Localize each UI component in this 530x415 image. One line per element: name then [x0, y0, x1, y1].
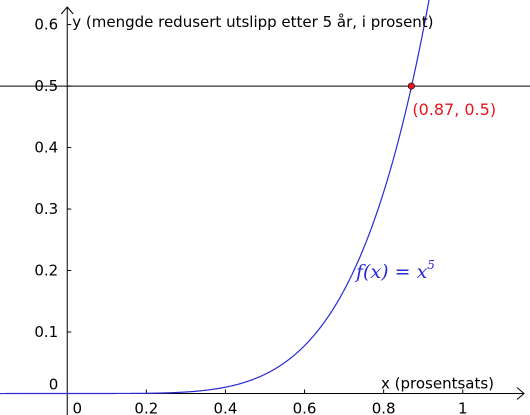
- x-axis-label: x (prosentsats): [381, 374, 494, 392]
- y-tick-label: 0.3: [34, 200, 58, 218]
- y-tick-label: 0: [49, 375, 59, 393]
- x-tick-label: 0.2: [134, 399, 158, 415]
- function-curve: [0, 0, 430, 395]
- x-tick-label: 0.6: [293, 399, 317, 415]
- axes: [0, 6, 525, 415]
- intersection-point-label: (0.87, 0.5): [412, 100, 496, 119]
- x-tick-label: 0.8: [372, 399, 396, 415]
- y-ticks: 00.10.20.30.40.50.6: [34, 16, 72, 393]
- x-tick-label: 0.4: [214, 399, 238, 415]
- y-tick-label: 0.1: [34, 323, 58, 341]
- function-label-main: f(x) = x: [354, 261, 428, 283]
- x-axis-arrow: [516, 387, 525, 400]
- function-label-exponent: 5: [427, 258, 435, 272]
- x-tick-label: 1: [458, 399, 468, 415]
- y-axis-label: y (mengde redusert utslipp etter 5 år, i…: [72, 13, 433, 31]
- x-tick-label: 0: [72, 399, 82, 415]
- function-label: f(x) = x5: [354, 258, 435, 283]
- intersection-point: [407, 82, 415, 90]
- y-tick-label: 0.4: [34, 139, 58, 157]
- y-tick-label: 0.6: [34, 16, 58, 34]
- y-tick-label: 0.2: [34, 262, 58, 280]
- x-ticks: 0 0.2 0.4 0.6 0.8 1: [72, 389, 468, 415]
- y-axis-arrow: [60, 6, 74, 15]
